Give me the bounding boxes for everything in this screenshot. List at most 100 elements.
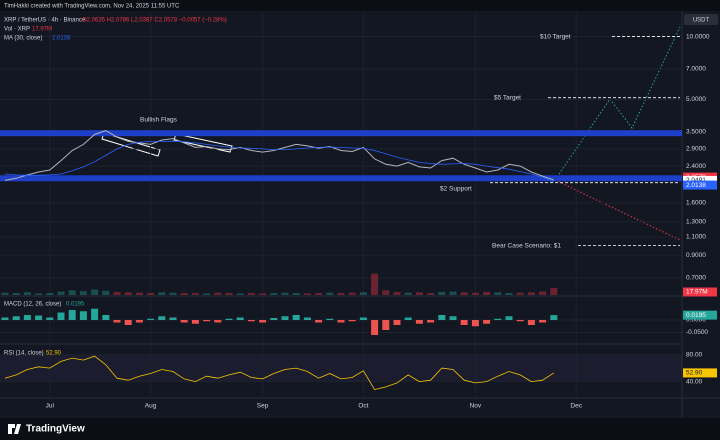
bar bbox=[236, 317, 244, 320]
annotation: $10 Target bbox=[540, 33, 571, 40]
bar bbox=[113, 320, 121, 323]
bar bbox=[158, 316, 166, 320]
bar bbox=[79, 291, 87, 295]
logo bbox=[8, 424, 21, 434]
x-tick-label: Aug bbox=[145, 403, 157, 410]
legend-text: Vol · XRP bbox=[4, 27, 30, 33]
x-tick-label: Nov bbox=[470, 403, 482, 410]
bar bbox=[315, 320, 323, 323]
annotation: $2 Support bbox=[440, 185, 472, 192]
y-tick-label: 0.9000 bbox=[686, 252, 706, 259]
bar bbox=[270, 293, 278, 295]
currency-box bbox=[684, 14, 718, 25]
bar bbox=[281, 316, 289, 320]
bar bbox=[449, 291, 457, 295]
bar bbox=[35, 315, 43, 320]
bar bbox=[471, 292, 479, 295]
bar bbox=[550, 315, 558, 320]
bar bbox=[247, 320, 255, 322]
bar bbox=[315, 293, 323, 295]
bar bbox=[393, 291, 401, 295]
bar bbox=[135, 292, 143, 295]
flag-outline bbox=[101, 132, 233, 157]
bar bbox=[203, 293, 211, 295]
macd-label-box bbox=[683, 310, 717, 320]
bar bbox=[236, 293, 244, 295]
macd-label: 0.0195 bbox=[686, 312, 706, 319]
bar bbox=[359, 292, 367, 295]
bar bbox=[527, 320, 535, 325]
bar bbox=[57, 312, 65, 320]
footer-bar bbox=[0, 418, 720, 440]
bar bbox=[505, 316, 513, 320]
bar bbox=[539, 291, 547, 295]
y-tick-label: 1.6000 bbox=[686, 200, 706, 207]
bar bbox=[292, 293, 300, 295]
level-zone bbox=[0, 175, 682, 182]
bar bbox=[550, 288, 558, 295]
bar bbox=[225, 318, 233, 320]
bar bbox=[191, 320, 199, 324]
price-label: 2.0138 bbox=[686, 182, 706, 189]
bar bbox=[471, 320, 479, 327]
bar bbox=[415, 292, 423, 295]
legend-text: MA (30, close) bbox=[4, 36, 42, 42]
bar bbox=[68, 290, 76, 295]
y-tick-label: 10.0000 bbox=[686, 33, 710, 40]
level-zone bbox=[0, 130, 682, 137]
bar bbox=[35, 293, 43, 295]
price-label-box bbox=[683, 180, 717, 190]
x-tick-label: Oct bbox=[358, 403, 368, 410]
bar bbox=[460, 292, 468, 295]
bar bbox=[169, 292, 177, 295]
legend-text: O2.0635 H2.0786 L2.0387 C2.0578 −0.0057 … bbox=[82, 18, 227, 24]
bar bbox=[57, 291, 65, 295]
bar bbox=[427, 320, 435, 323]
bar bbox=[303, 293, 311, 295]
bar bbox=[359, 317, 367, 320]
price-label-box bbox=[683, 175, 717, 185]
legend-text: MACD (12, 26, close) bbox=[4, 302, 61, 308]
bar bbox=[259, 320, 267, 323]
y-tick-label: 40.00 bbox=[686, 378, 703, 385]
annotation: Bear Case Scenario: $1 bbox=[492, 242, 561, 249]
bar bbox=[337, 320, 345, 323]
y-tick-label: 80.00 bbox=[686, 351, 703, 358]
bar bbox=[124, 320, 132, 325]
bar bbox=[326, 318, 334, 320]
footer-brand: TradingView bbox=[26, 424, 85, 435]
volume-label: 17.97M bbox=[686, 289, 708, 296]
bar bbox=[393, 320, 401, 325]
line bbox=[4, 355, 555, 391]
line bbox=[4, 140, 554, 183]
bar bbox=[102, 290, 110, 295]
volume-label-box bbox=[683, 287, 717, 297]
bar bbox=[147, 293, 155, 295]
bar bbox=[124, 292, 132, 295]
bar bbox=[404, 292, 412, 295]
bar bbox=[527, 292, 535, 295]
bar bbox=[147, 318, 155, 320]
bar bbox=[292, 315, 300, 320]
bull-projection bbox=[554, 26, 681, 181]
bar bbox=[348, 292, 356, 295]
bar bbox=[191, 293, 199, 295]
bar bbox=[79, 311, 87, 320]
bar bbox=[303, 317, 311, 320]
currency: USDT bbox=[693, 18, 710, 24]
legend-text: RSI (14, close) bbox=[4, 351, 44, 357]
legend-text: 17.97M bbox=[32, 27, 52, 33]
bar bbox=[415, 320, 423, 324]
rsi-label-box bbox=[683, 368, 717, 378]
bar bbox=[158, 292, 166, 295]
bar bbox=[91, 289, 99, 295]
bar bbox=[113, 291, 121, 295]
bar bbox=[371, 273, 379, 295]
bar bbox=[404, 317, 412, 320]
bar bbox=[438, 315, 446, 320]
bar bbox=[281, 292, 289, 295]
y-tick-label: 2.4000 bbox=[686, 163, 706, 170]
annotation: Bullish Flags bbox=[140, 117, 178, 124]
